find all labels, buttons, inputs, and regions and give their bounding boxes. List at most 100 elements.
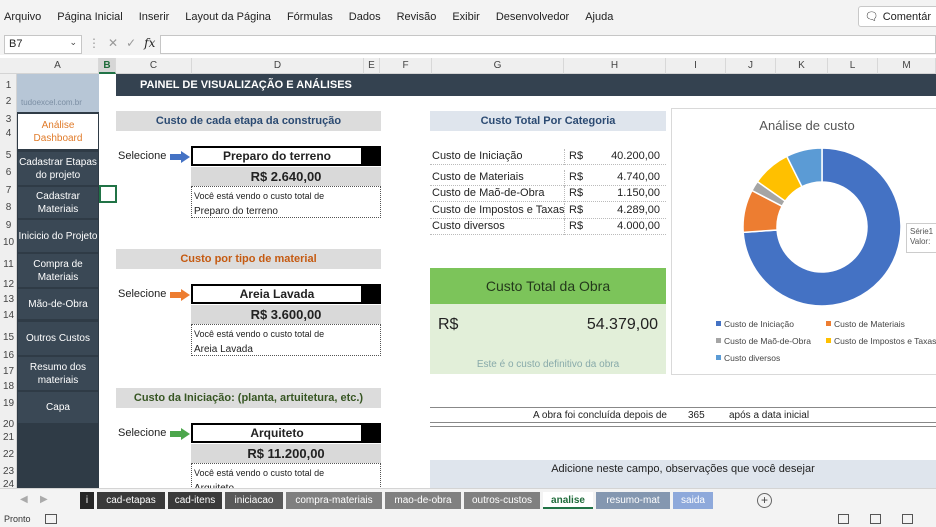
sheet-tab[interactable]: cad-etapas xyxy=(97,492,165,509)
donut-slice[interactable] xyxy=(785,147,823,188)
row-header[interactable]: 13 xyxy=(2,294,15,305)
sidebar-item[interactable]: Capa xyxy=(18,392,98,424)
sheet-tab[interactable]: i xyxy=(80,492,94,509)
selection-dropdown[interactable]: Areia Lavada xyxy=(191,284,381,304)
sheet-tab[interactable]: analise xyxy=(543,492,593,509)
column-header[interactable]: K xyxy=(776,58,828,74)
row-header[interactable]: 6 xyxy=(5,167,12,178)
row-header[interactable]: 10 xyxy=(2,237,15,248)
row-header[interactable]: 24 xyxy=(2,479,15,490)
row-header[interactable]: 14 xyxy=(2,310,15,321)
sidebar-item[interactable]: Análise Dashboard xyxy=(18,114,98,150)
sidebar-item[interactable]: Inicicio do Projeto xyxy=(18,220,98,253)
chevron-left-icon[interactable]: ◀ xyxy=(20,494,28,505)
menu-item[interactable]: Fórmulas xyxy=(286,10,333,23)
sheet-tab[interactable]: resumo-mat xyxy=(596,492,670,509)
sidebar-item[interactable]: Cadastrar Materiais xyxy=(18,187,98,219)
add-sheet-icon[interactable]: + xyxy=(757,493,772,508)
row-header[interactable]: 20 xyxy=(2,419,15,430)
column-header[interactable]: I xyxy=(666,58,726,74)
sheet-tab[interactable]: iniciacao xyxy=(225,492,283,509)
divider xyxy=(430,426,936,427)
completion-after: após a data inicial xyxy=(729,410,810,421)
selection-dropdown[interactable]: Arquiteto xyxy=(191,423,381,443)
category-currency: R$ xyxy=(569,220,584,232)
row-header[interactable]: 18 xyxy=(2,381,15,392)
section-note: Você está vendo o custo total de Areia La… xyxy=(191,324,381,356)
row-header[interactable]: 21 xyxy=(2,432,15,443)
row-header[interactable]: 8 xyxy=(5,202,12,213)
column-header[interactable]: M xyxy=(878,58,936,74)
menu-item[interactable]: Exibir xyxy=(452,10,480,23)
menu-item[interactable]: Revisão xyxy=(396,10,437,23)
row-header[interactable]: 5 xyxy=(5,150,12,161)
row-header[interactable]: 15 xyxy=(2,332,15,343)
row-header[interactable]: 17 xyxy=(2,366,15,377)
row-header[interactable]: 16 xyxy=(2,350,15,361)
formula-input[interactable] xyxy=(160,35,936,54)
chevron-right-icon[interactable]: ▶ xyxy=(40,494,48,505)
column-header[interactable]: E xyxy=(364,58,380,74)
page-layout-icon[interactable] xyxy=(870,514,881,524)
sidebar-item[interactable]: Resumo dos materiais xyxy=(18,357,98,391)
selecione-label: Selecione xyxy=(118,288,167,300)
row-header[interactable]: 9 xyxy=(5,220,12,231)
row-header[interactable]: 7 xyxy=(5,185,12,196)
menu-item[interactable]: Arquivo xyxy=(4,10,42,23)
column-header[interactable]: C xyxy=(116,58,192,74)
column-header[interactable]: B xyxy=(99,58,116,74)
cost-chart[interactable]: Análise de custo Série1 P Valor: Custo d… xyxy=(671,108,936,375)
column-header[interactable]: G xyxy=(432,58,564,74)
column-header[interactable]: H xyxy=(564,58,666,74)
cancel-icon[interactable]: ✕ xyxy=(108,36,119,50)
menu-item[interactable]: Dados xyxy=(348,10,381,23)
accessibility-icon[interactable] xyxy=(45,514,57,524)
selected-cell[interactable] xyxy=(99,185,117,203)
menu-item[interactable]: Layout da Página xyxy=(185,10,271,23)
category-row: Custo de Impostos e Taxas R$ 4.289,00 xyxy=(430,203,666,219)
sheet-tab[interactable]: cad-itens xyxy=(168,492,222,509)
column-header[interactable]: L xyxy=(828,58,878,74)
column-header[interactable]: D xyxy=(192,58,364,74)
chevron-down-icon[interactable]: ⌄ xyxy=(69,37,77,47)
confirm-icon[interactable]: ✓ xyxy=(126,36,137,50)
formula-buttons: ⋮ ✕ ✓ fx xyxy=(88,36,155,50)
sidebar-item[interactable]: Cadastrar Etapas do projeto xyxy=(18,152,98,186)
section-value: R$ 2.640,00 xyxy=(191,167,381,186)
row-header[interactable]: 22 xyxy=(2,449,15,460)
donut-slice[interactable] xyxy=(742,147,902,307)
page-break-icon[interactable] xyxy=(902,514,913,524)
sidebar-item[interactable]: Outros Custos xyxy=(18,322,98,356)
row-header[interactable]: 1 xyxy=(5,80,12,91)
row-header[interactable]: 4 xyxy=(5,128,12,139)
note-item: Areia Lavada xyxy=(194,344,253,355)
observations-field[interactable]: Adicione neste campo, observações que vo… xyxy=(430,460,936,488)
donut-chart xyxy=(742,147,902,307)
note-line: Você está vendo o custo total de xyxy=(194,329,325,339)
row-header[interactable]: 12 xyxy=(2,279,15,290)
row-header[interactable]: 3 xyxy=(5,114,12,125)
sidebar-item[interactable]: Compra de Materiais xyxy=(18,254,98,288)
normal-view-icon[interactable] xyxy=(838,514,849,524)
sheet-tab[interactable]: outros-custos xyxy=(464,492,540,509)
function-icon[interactable]: fx xyxy=(144,36,156,50)
name-box[interactable]: B7 ⌄ xyxy=(4,35,82,54)
menu-item[interactable]: Página Inicial xyxy=(57,10,123,23)
menu-item[interactable]: Desenvolvedor xyxy=(495,10,570,23)
menu-item[interactable]: Ajuda xyxy=(585,10,614,23)
comments-button[interactable]: 🗨 Comentár xyxy=(857,6,936,27)
row-header[interactable]: 11 xyxy=(3,259,14,270)
column-header[interactable]: A xyxy=(17,58,99,74)
sidebar-item[interactable]: Mão-de-Obra xyxy=(18,289,98,320)
sheet-tab[interactable]: mao-de-obra xyxy=(385,492,461,509)
menu-item[interactable]: Inserir xyxy=(138,10,170,23)
sheet-tab[interactable]: compra-materiais xyxy=(286,492,382,509)
selection-dropdown[interactable]: Preparo do terreno xyxy=(191,146,381,166)
sheet-tab[interactable]: saida xyxy=(673,492,713,509)
column-header[interactable]: F xyxy=(380,58,432,74)
worksheet[interactable]: tudoexcel.com.br Análise Dashboard Cadast… xyxy=(17,74,936,488)
column-header[interactable]: J xyxy=(726,58,776,74)
row-header[interactable]: 2 xyxy=(5,96,12,107)
row-header[interactable]: 23 xyxy=(2,466,15,477)
row-header[interactable]: 19 xyxy=(2,398,15,409)
